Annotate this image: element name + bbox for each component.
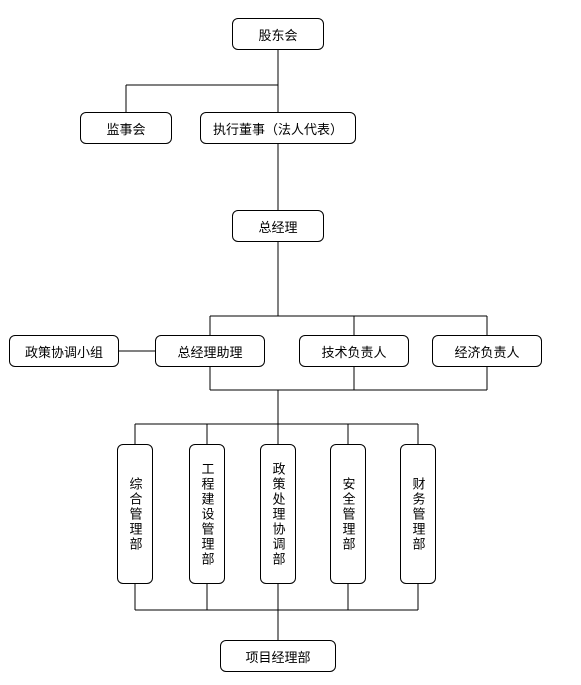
node-executive-director: 执行董事（法人代表） bbox=[200, 112, 356, 144]
node-finance-dept: 财务管理部 bbox=[400, 444, 436, 584]
node-comprehensive-dept: 综合管理部 bbox=[117, 444, 153, 584]
node-economic-lead: 经济负责人 bbox=[432, 335, 542, 367]
node-gm-assistant: 总经理助理 bbox=[155, 335, 265, 367]
node-technical-lead: 技术负责人 bbox=[299, 335, 409, 367]
node-general-manager: 总经理 bbox=[232, 210, 324, 242]
node-policy-coord-group: 政策协调小组 bbox=[9, 335, 119, 367]
node-supervisory-board: 监事会 bbox=[80, 112, 172, 144]
node-safety-dept: 安全管理部 bbox=[330, 444, 366, 584]
node-policy-dept: 政策处理协调部 bbox=[260, 444, 296, 584]
node-engineering-dept: 工程建设管理部 bbox=[189, 444, 225, 584]
node-shareholders: 股东会 bbox=[232, 18, 324, 50]
node-project-manager-dept: 项目经理部 bbox=[220, 640, 336, 672]
